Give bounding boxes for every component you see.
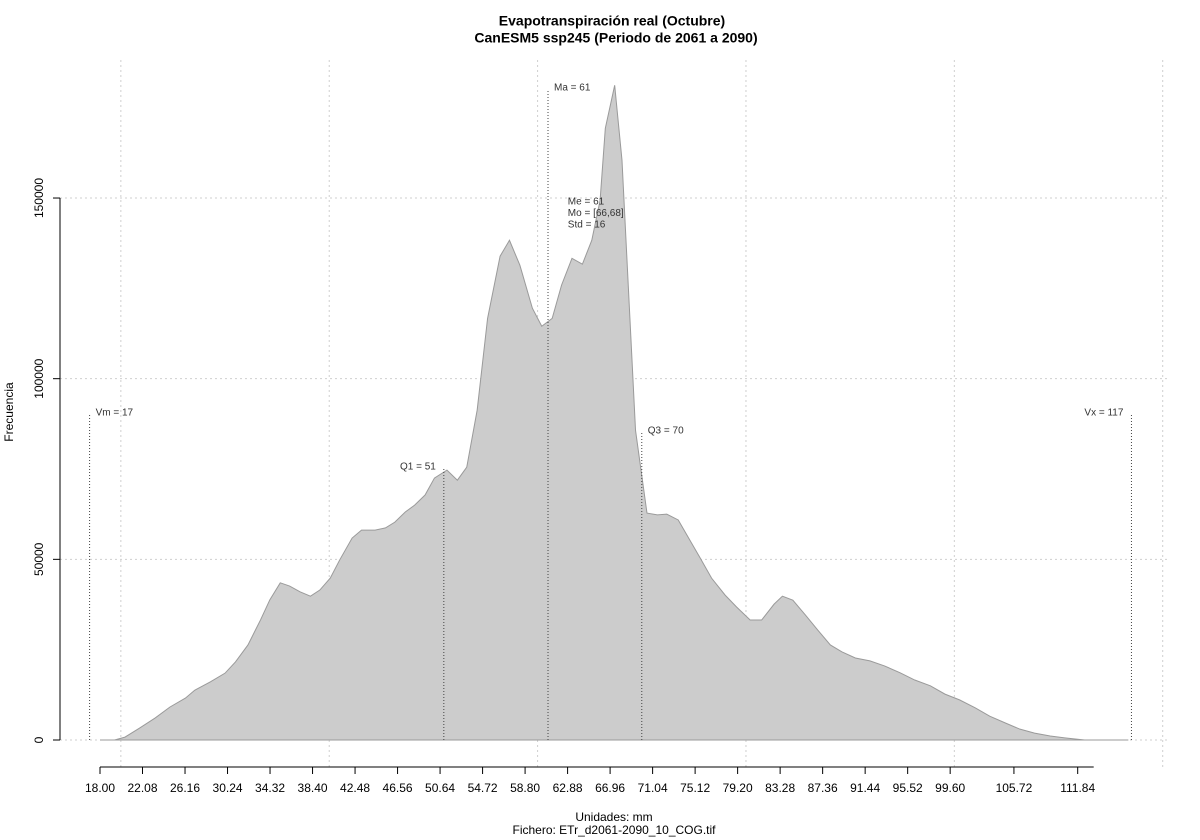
x-tick-label: 58.80 <box>510 781 540 795</box>
y-tick-label: 0 <box>32 736 46 743</box>
chart-subtitle: CanESM5 ssp245 (Periodo de 2061 a 2090) <box>474 30 757 46</box>
x-tick-label: 42.48 <box>340 781 370 795</box>
x-tick-label: 26.16 <box>170 781 200 795</box>
marker-label: Q1 = 51 <box>400 462 436 473</box>
marker-label: Vm = 17 <box>96 407 134 418</box>
x-tick-label: 105.72 <box>996 781 1033 795</box>
x-tick-label: 79.20 <box>723 781 753 795</box>
marker-label: Q3 = 70 <box>648 426 684 437</box>
caption: Fichero: ETr_d2061-2090_10_COG.tif <box>513 823 717 837</box>
x-tick-label: 99.60 <box>935 781 965 795</box>
chart-title: Evapotranspiración real (Octubre) <box>499 13 725 29</box>
x-tick-label: 38.40 <box>298 781 328 795</box>
stat-label: Mo = [66,68] <box>568 208 624 219</box>
y-tick-label: 50000 <box>32 542 46 576</box>
y-tick-label: 150000 <box>32 178 46 218</box>
y-tick-label: 100000 <box>32 358 46 398</box>
x-tick-label: 54.72 <box>468 781 498 795</box>
density-area <box>100 85 1129 741</box>
x-axis-label: Unidades: mm <box>575 810 652 824</box>
x-tick-label: 95.52 <box>893 781 923 795</box>
x-tick-label: 91.44 <box>850 781 880 795</box>
x-tick-label: 75.12 <box>680 781 710 795</box>
x-tick-label: 34.32 <box>255 781 285 795</box>
marker-label: Ma = 61 <box>554 82 591 93</box>
stat-label: Std = 16 <box>568 220 606 231</box>
x-tick-label: 62.88 <box>553 781 583 795</box>
x-tick-label: 50.64 <box>425 781 455 795</box>
x-tick-label: 18.00 <box>85 781 115 795</box>
marker-label: Vx = 117 <box>1084 407 1123 418</box>
x-tick-label: 111.84 <box>1060 781 1095 795</box>
stat-label: Me = 61 <box>568 197 605 208</box>
x-tick-label: 87.36 <box>808 781 838 795</box>
x-tick-label: 30.24 <box>213 781 243 795</box>
x-tick-label: 46.56 <box>383 781 413 795</box>
y-axis-label: Frecuencia <box>2 382 16 442</box>
x-tick-label: 83.28 <box>765 781 795 795</box>
x-tick-label: 22.08 <box>127 781 157 795</box>
x-tick-label: 71.04 <box>638 781 668 795</box>
x-tick-label: 66.96 <box>595 781 625 795</box>
